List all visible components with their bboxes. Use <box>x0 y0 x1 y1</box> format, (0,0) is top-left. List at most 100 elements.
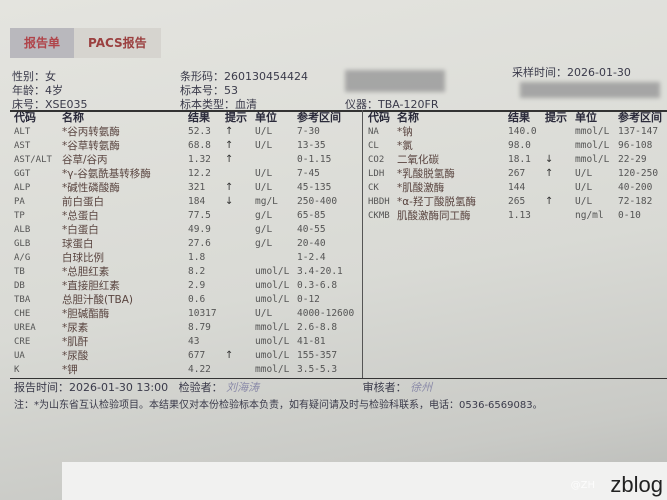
barcode: 条形码：260130454424 <box>180 70 308 83</box>
cell-code: UA <box>14 351 25 361</box>
cell-name: *γ-谷氨酰基转移酶 <box>62 168 151 180</box>
tab-pacs-report[interactable]: PACS报告 <box>88 36 147 50</box>
report-note: 注：*为山东省互认检验项目。本结果仅对本份检验标本负责，如有疑问请及时与检验科联… <box>14 400 543 411</box>
table-row: CKMB 肌酸激酶同工酶 1.13 ng/ml 0-10 <box>362 209 667 223</box>
cell-code: GLB <box>14 239 31 249</box>
cell-code: HBDH <box>368 197 390 207</box>
cell-name: *尿酸 <box>62 350 89 362</box>
cell-name: 二氧化碳 <box>397 154 439 166</box>
cell-name: *α-羟丁酸脱氢酶 <box>397 196 476 208</box>
cell-code: CRE <box>14 337 31 347</box>
watermark: zblog <box>610 472 663 497</box>
cell-code: AST/ALT <box>14 155 52 165</box>
cell-unit: mmol/L <box>255 364 290 375</box>
cell-code: PA <box>14 197 25 207</box>
cell-result: 267 <box>508 168 526 179</box>
cell-unit: ng/ml <box>575 210 604 221</box>
table-row: NA *钠 140.0 mmol/L 137-147 <box>362 125 667 139</box>
cell-unit: umol/L <box>255 266 290 277</box>
table-row: HBDH *α-羟丁酸脱氢酶 265 ↑ U/L 72-182 <box>362 195 667 209</box>
cell-result: 43 <box>188 336 200 347</box>
cell-code: LDH <box>368 169 385 179</box>
patient-bed: 床号：XSE035 <box>12 98 88 111</box>
table-row: ALB *白蛋白 49.9 g/L 40-55 <box>0 223 362 237</box>
cell-unit: U/L <box>575 168 593 179</box>
table-row: TP *总蛋白 77.5 g/L 65-85 <box>0 209 362 223</box>
table-row: AST *谷草转氨酶 68.8 ↑ U/L 13-35 <box>0 139 362 153</box>
cell-unit: U/L <box>255 140 273 151</box>
cell-unit: mmol/L <box>575 140 610 151</box>
cell-code: TBA <box>14 295 31 305</box>
table-row: ALT *谷丙转氨酶 52.3 ↑ U/L 7-30 <box>0 125 362 139</box>
patient-gender: 性别：女 <box>12 70 56 83</box>
cell-unit: U/L <box>575 196 593 207</box>
table-row: CRE *肌酐 43 umol/L 41-81 <box>0 335 362 349</box>
cell-reference-range: 3.5-5.3 <box>297 364 338 375</box>
cell-reference-range: 41-81 <box>297 336 326 347</box>
table-row: CL *氯 98.0 mmol/L 96-108 <box>362 139 667 153</box>
cell-flag: ↑ <box>545 196 554 207</box>
table-row: A/G 白球比例 1.8 1-2.4 <box>0 251 362 265</box>
cell-flag: ↓ <box>545 154 554 165</box>
cell-flag: ↑ <box>545 168 554 179</box>
cell-unit: umol/L <box>255 336 290 347</box>
cell-code: AST <box>14 141 31 151</box>
cell-unit: mmol/L <box>575 126 610 137</box>
cell-result: 1.13 <box>508 210 531 221</box>
cell-reference-range: 0-1.15 <box>297 154 332 165</box>
column-header-flag: 提示 <box>545 111 567 124</box>
column-header-unit: 单位 <box>575 111 597 124</box>
cell-code: ALP <box>14 183 31 193</box>
cell-reference-range: 3.4-20.1 <box>297 266 343 277</box>
cell-name: 总胆汁酸(TBA) <box>62 294 133 306</box>
cell-unit: U/L <box>255 182 273 193</box>
tab-report[interactable]: 报告单 <box>10 28 75 58</box>
cell-result: 265 <box>508 196 526 207</box>
cell-reference-range: 22-29 <box>618 154 647 165</box>
cell-name: 谷草/谷丙 <box>62 154 108 166</box>
cell-unit: g/L <box>255 224 273 235</box>
cell-unit: mg/L <box>255 196 278 207</box>
report-tabs: 报告单 PACS报告 <box>10 28 161 58</box>
cell-unit: U/L <box>255 168 273 179</box>
cell-reference-range: 4000-12600 <box>297 308 355 319</box>
cell-reference-range: 2.6-8.8 <box>297 322 338 333</box>
cell-reference-range: 1-2.4 <box>297 252 326 263</box>
cell-result: 677 <box>188 350 206 361</box>
cell-result: 77.5 <box>188 210 211 221</box>
cell-code: A/G <box>14 253 31 263</box>
cell-name: *钠 <box>397 126 413 138</box>
cell-result: 140.0 <box>508 126 537 137</box>
cell-name: *总胆红素 <box>62 266 110 278</box>
cell-unit: g/L <box>255 238 273 249</box>
cell-result: 27.6 <box>188 238 211 249</box>
cell-unit: umol/L <box>255 350 290 361</box>
cell-flag: ↓ <box>225 196 234 207</box>
table-row: UREA *尿素 8.79 mmol/L 2.6-8.8 <box>0 321 362 335</box>
report-time-line: 报告时间：2026-01-30 13:00 检验者： 刘海涛 审核者： 徐州 <box>14 381 432 395</box>
column-header-unit: 单位 <box>255 111 277 124</box>
cell-name: *乳酸脱氢酶 <box>397 168 455 180</box>
table-row: LDH *乳酸脱氢酶 267 ↑ U/L 120-250 <box>362 167 667 181</box>
cell-code: ALT <box>14 127 31 137</box>
cell-reference-range: 13-35 <box>297 140 326 151</box>
cell-name: *尿素 <box>62 322 89 334</box>
table-row: GGT *γ-谷氨酰基转移酶 12.2 U/L 7-45 <box>0 167 362 181</box>
cell-reference-range: 40-55 <box>297 224 326 235</box>
column-divider <box>362 110 363 378</box>
cell-code: CO2 <box>368 155 385 165</box>
column-header-code: 代码 <box>368 111 390 124</box>
cell-name: *肌酸激酶 <box>397 182 445 194</box>
table-row: UA *尿酸 677 ↑ umol/L 155-357 <box>0 349 362 363</box>
cell-flag: ↑ <box>225 182 234 193</box>
cell-code: TB <box>14 267 25 277</box>
column-header-reference-range: 参考区间 <box>297 111 341 124</box>
cell-result: 8.79 <box>188 322 211 333</box>
instrument: 仪器：TBA-120FR <box>345 98 439 111</box>
tester-signature: 刘海涛 <box>226 381 260 394</box>
column-header-reference-range: 参考区间 <box>618 111 662 124</box>
cell-name: *氯 <box>397 140 413 152</box>
cell-code: ALB <box>14 225 31 235</box>
cell-code: GGT <box>14 169 31 179</box>
column-header-result: 结果 <box>508 111 530 124</box>
